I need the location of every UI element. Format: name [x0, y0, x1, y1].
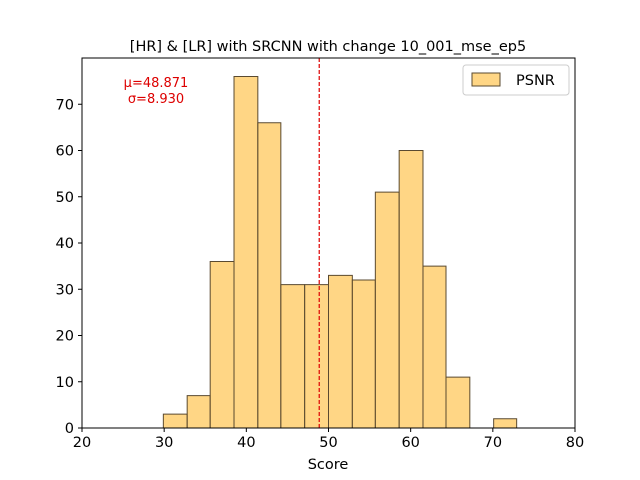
- histogram-bar-3: [233, 76, 259, 429]
- legend-label-psnr: PSNR: [516, 73, 555, 89]
- y-tick-label-0: 0: [65, 421, 74, 437]
- x-tick-label-80: 80: [566, 435, 584, 451]
- histogram-bar-11: [422, 265, 447, 429]
- y-tick-label-20: 20: [56, 329, 74, 345]
- y-tick-label-10: 10: [56, 375, 74, 391]
- y-axis-ticks: 0 10 20 30 40 50 60 70: [56, 97, 82, 437]
- stats-annotation: μ=48.871 σ=8.930: [124, 76, 189, 107]
- x-tick-label-20: 20: [73, 435, 91, 451]
- chart-title: [HR] & [LR] with SRCNN with change 10_00…: [130, 39, 526, 55]
- x-tick-label-30: 30: [155, 435, 173, 451]
- histogram-bar-6: [304, 284, 329, 429]
- x-tick-label-60: 60: [401, 435, 419, 451]
- mean-annotation: μ=48.871: [124, 76, 189, 91]
- x-tick-label-50: 50: [319, 435, 337, 451]
- histogram-bar-10: [398, 150, 424, 429]
- x-tick-label-70: 70: [484, 435, 502, 451]
- histogram-bar-1: [186, 395, 211, 429]
- y-tick-label-40: 40: [56, 236, 74, 252]
- y-tick-label-60: 60: [56, 144, 74, 160]
- histogram-bar-2: [209, 261, 235, 429]
- std-annotation: σ=8.930: [128, 92, 184, 107]
- legend-swatch-psnr: [471, 72, 501, 87]
- histogram-bar-8: [351, 279, 376, 429]
- histogram-bar-0: [162, 413, 188, 429]
- y-tick-label-50: 50: [56, 190, 74, 206]
- histogram-bar-5: [280, 284, 306, 429]
- histogram-bar-12: [445, 376, 471, 429]
- y-tick-label-70: 70: [56, 97, 74, 113]
- histogram-bar-9: [374, 191, 400, 429]
- y-tick-label-30: 30: [56, 282, 74, 298]
- histogram-bar-4: [257, 122, 282, 429]
- histogram-bar-7: [328, 274, 353, 429]
- x-axis-label: Score: [308, 457, 349, 473]
- x-tick-label-40: 40: [237, 435, 255, 451]
- legend: PSNR: [462, 64, 570, 96]
- x-axis-ticks: 20 30 40 50 60 70 80: [73, 428, 584, 451]
- bars-layer: [162, 76, 518, 429]
- histogram-bar-14: [493, 418, 518, 429]
